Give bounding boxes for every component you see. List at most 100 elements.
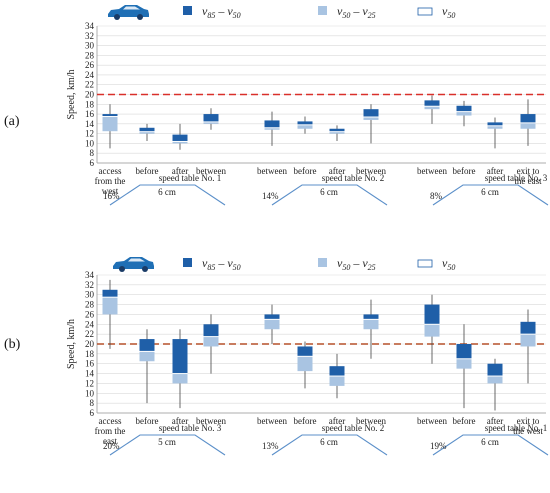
box-upper-median-q3: [363, 314, 379, 320]
box-upper-median-q3: [139, 127, 155, 132]
box-lower-q1-median: [456, 358, 472, 369]
x-category-label: between: [356, 416, 386, 426]
x-category-label: after: [172, 416, 188, 426]
box-13: [487, 358, 503, 411]
box-upper-median-q3: [172, 134, 188, 142]
y-tick-label: 28: [85, 300, 95, 310]
x-category-label: before: [453, 416, 476, 426]
box-11: [424, 95, 440, 124]
legend-item-2: v50 – v25: [318, 256, 376, 272]
speed-table-slope: 16%: [103, 191, 120, 201]
box-3: [172, 329, 188, 409]
legend-symbol: v: [442, 4, 448, 18]
legend-dash: – v: [350, 4, 368, 18]
legend-label: v50: [442, 256, 455, 272]
x-category-line: before: [136, 166, 159, 176]
panel-label: (b): [4, 337, 21, 352]
x-category-label: after: [329, 416, 345, 426]
speed-table-label: speed table No. 3: [485, 173, 548, 183]
box-1: [102, 279, 118, 349]
legend-dash: – v: [350, 256, 368, 270]
legend-subscript: 25: [368, 263, 376, 272]
x-category-line: between: [257, 416, 287, 426]
legend-label: v85 – v50: [202, 4, 241, 20]
box-upper-median-q3: [363, 109, 379, 118]
box-lower-q1-median: [520, 334, 536, 347]
speed-table-2: speed table No. 2 13% 6 cm: [262, 423, 388, 456]
box-14: [520, 99, 536, 146]
y-axis-label: Speed, km/h: [66, 70, 77, 120]
box-lower-q1-median: [264, 319, 280, 330]
box-lower-q1-median: [139, 131, 155, 134]
legend-swatch: [318, 258, 327, 267]
y-tick-label: 30: [85, 41, 95, 51]
legend-label: v50 – v25: [337, 4, 376, 20]
legend-label: v50: [442, 4, 455, 20]
box-upper-median-q3: [264, 120, 280, 128]
x-category-label: between: [356, 166, 386, 176]
speed-table-label: speed table No. 2: [322, 173, 384, 183]
x-category-label: after: [172, 166, 188, 176]
legend-label: v85 – v50: [202, 256, 241, 272]
box-upper-median-q3: [172, 339, 188, 374]
box-upper-median-q3: [203, 114, 219, 122]
y-tick-label: 10: [85, 388, 95, 398]
box-upper-median-q3: [102, 114, 118, 117]
y-tick-label: 34: [85, 21, 95, 31]
box-lower-q1-median: [363, 319, 379, 330]
legend-label: v50 – v25: [337, 256, 376, 272]
speed-table-width: 6 cm: [320, 187, 338, 197]
box-3: [172, 123, 188, 150]
box-lower-q1-median: [264, 127, 280, 130]
box-6: [264, 304, 280, 344]
x-category-line: after: [172, 166, 188, 176]
y-tick-label: 28: [85, 50, 95, 60]
legend-symbol: v: [202, 4, 208, 18]
y-tick-label: 20: [85, 90, 95, 100]
y-tick-label: 10: [85, 138, 95, 148]
x-category-line: between: [356, 416, 386, 426]
x-category-line: access: [99, 416, 122, 426]
legend-item-3: v50: [417, 256, 455, 272]
box-lower-q1-median: [487, 125, 503, 129]
box-lower-q1-median: [297, 124, 313, 129]
box-upper-median-q3: [487, 122, 503, 126]
box-lower-q1-median: [487, 376, 503, 384]
box-upper-median-q3: [520, 114, 536, 123]
legend-subscript: 50: [342, 263, 350, 272]
legend-swatch: [417, 7, 433, 16]
x-category-label: between: [417, 416, 447, 426]
box-upper-median-q3: [329, 366, 345, 377]
legend-swatch: [318, 6, 327, 15]
box-lower-q1-median: [139, 351, 155, 362]
box-lower-q1-median: [456, 111, 472, 116]
box-upper-median-q3: [424, 100, 440, 107]
x-category-label: before: [136, 416, 159, 426]
box-upper-median-q3: [424, 304, 440, 325]
car-wheel: [137, 14, 143, 20]
speed-table-width: 6 cm: [320, 437, 338, 447]
box-lower-q1-median: [172, 373, 188, 384]
speed-table-width: 6 cm: [158, 187, 176, 197]
car-wheel: [142, 266, 148, 272]
x-category-line: after: [329, 416, 345, 426]
x-category-label: between: [417, 166, 447, 176]
x-category-label: after: [329, 166, 345, 176]
x-category-label: exit to the east: [514, 166, 542, 186]
box-12: [456, 100, 472, 127]
speed-table-profile: [109, 434, 226, 456]
y-tick-label: 24: [85, 319, 95, 329]
speed-table-width: 6 cm: [481, 187, 499, 197]
x-category-label: after: [487, 416, 503, 426]
box-9: [363, 299, 379, 359]
box-9: [363, 104, 379, 144]
box-lower-q1-median: [363, 117, 379, 120]
speed-table-profile: [271, 434, 388, 456]
box-4: [203, 108, 219, 130]
y-tick-label: 24: [85, 70, 95, 80]
x-category-label: before: [453, 166, 476, 176]
legend-subscript: 50: [342, 11, 350, 20]
y-tick-label: 8: [90, 148, 95, 158]
y-tick-label: 8: [90, 398, 95, 408]
